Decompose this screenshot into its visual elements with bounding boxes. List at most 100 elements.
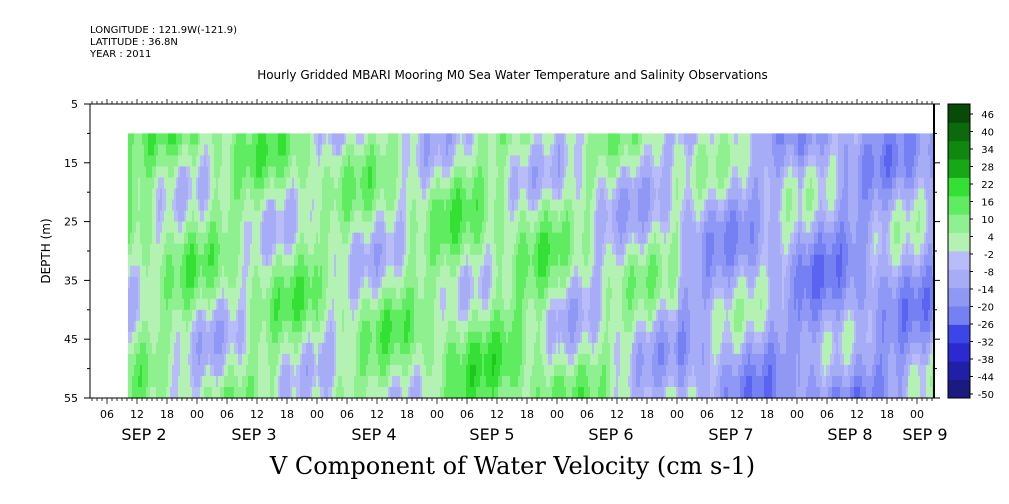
- heatmap-cell: [296, 276, 299, 289]
- heatmap-cell: [496, 221, 499, 234]
- heatmap-cell: [324, 342, 327, 355]
- heatmap-cell: [474, 243, 477, 256]
- heatmap-cell: [212, 276, 215, 289]
- heatmap-cell: [132, 133, 135, 146]
- heatmap-cell: [520, 199, 523, 212]
- heatmap-cell: [206, 221, 209, 234]
- heatmap-cell: [274, 177, 277, 190]
- heatmap-cell: [384, 276, 387, 289]
- heatmap-cell: [254, 199, 257, 212]
- heatmap-cell: [332, 375, 335, 388]
- heatmap-cell: [172, 309, 175, 322]
- heatmap-cell: [402, 188, 405, 201]
- heatmap-cell: [132, 309, 135, 322]
- heatmap-cell: [158, 155, 161, 168]
- heatmap-cell: [170, 144, 173, 157]
- heatmap-cell: [262, 155, 265, 168]
- heatmap-cell: [216, 144, 219, 157]
- heatmap-cell: [168, 166, 171, 179]
- heatmap-cell: [370, 287, 373, 300]
- heatmap-cell: [524, 342, 527, 355]
- heatmap-cell: [152, 331, 155, 344]
- heatmap-cell: [238, 188, 241, 201]
- heatmap-cell: [132, 243, 135, 256]
- heatmap-cell: [498, 331, 501, 344]
- heatmap-cell: [128, 364, 131, 377]
- heatmap-cell: [312, 133, 315, 146]
- heatmap-cell: [152, 155, 155, 168]
- heatmap-cell: [348, 276, 351, 289]
- heatmap-cell: [482, 166, 485, 179]
- heatmap-cell: [488, 133, 491, 146]
- heatmap-cell: [386, 166, 389, 179]
- heatmap-cell: [244, 221, 247, 234]
- heatmap-cell: [502, 221, 505, 234]
- heatmap-cell: [422, 331, 425, 344]
- heatmap-cell: [216, 375, 219, 388]
- heatmap-cell: [384, 320, 387, 333]
- heatmap-cell: [472, 320, 475, 333]
- heatmap-cell: [434, 221, 437, 234]
- heatmap-cell: [136, 342, 139, 355]
- heatmap-cell: [452, 276, 455, 289]
- heatmap-cell: [440, 133, 443, 146]
- heatmap-cell: [448, 364, 451, 377]
- heatmap-cell: [502, 133, 505, 146]
- heatmap-cell: [276, 342, 279, 355]
- heatmap-cell: [358, 375, 361, 388]
- heatmap-cell: [464, 210, 467, 223]
- heatmap-cell: [276, 166, 279, 179]
- heatmap-cell: [412, 232, 415, 245]
- heatmap-cell: [454, 199, 457, 212]
- heatmap-cell: [516, 309, 519, 322]
- heatmap-cell: [166, 199, 169, 212]
- heatmap-cell: [408, 320, 411, 333]
- heatmap-cell: [494, 254, 497, 267]
- heatmap-cell: [292, 265, 295, 278]
- heatmap-cell: [508, 188, 511, 201]
- heatmap-cell: [344, 155, 347, 168]
- heatmap-cell: [374, 188, 377, 201]
- heatmap-cell: [270, 254, 273, 267]
- heatmap-cell: [184, 243, 187, 256]
- longitude-label: LONGITUDE : 121.9W(-121.9): [90, 25, 237, 36]
- heatmap-cell: [462, 298, 465, 311]
- heatmap-cell: [500, 210, 503, 223]
- heatmap-cell: [446, 177, 449, 190]
- heatmap-cell: [508, 144, 511, 157]
- heatmap-cell: [530, 166, 533, 179]
- heatmap-cell: [350, 386, 353, 399]
- heatmap-cell: [282, 144, 285, 157]
- heatmap-cell: [250, 243, 253, 256]
- heatmap-cell: [458, 254, 461, 267]
- heatmap-cell: [318, 375, 321, 388]
- heatmap-cell: [410, 320, 413, 333]
- heatmap-cell: [436, 144, 439, 157]
- heatmap-cell: [276, 265, 279, 278]
- heatmap-cell: [236, 320, 239, 333]
- heatmap-cell: [132, 155, 135, 168]
- heatmap-cell: [474, 386, 477, 399]
- heatmap-cell: [492, 155, 495, 168]
- heatmap-cell: [326, 210, 329, 223]
- heatmap-cell: [190, 232, 193, 245]
- heatmap-cell: [364, 199, 367, 212]
- heatmap-cell: [138, 254, 141, 267]
- heatmap-cell: [218, 331, 221, 344]
- heatmap-cell: [318, 232, 321, 245]
- heatmap-cell: [464, 320, 467, 333]
- heatmap-cell: [138, 133, 141, 146]
- heatmap-cell: [246, 210, 249, 223]
- heatmap-cell: [214, 155, 217, 168]
- heatmap-cell: [424, 309, 427, 322]
- heatmap-cell: [266, 298, 269, 311]
- heatmap-cell: [542, 144, 545, 157]
- heatmap-cell: [326, 254, 329, 267]
- heatmap-cell: [302, 364, 305, 377]
- heatmap-cell: [488, 243, 491, 256]
- heatmap-cell: [500, 166, 503, 179]
- heatmap-cell: [356, 155, 359, 168]
- heatmap-cell: [524, 188, 527, 201]
- heatmap-cell: [522, 221, 525, 234]
- heatmap-cell: [354, 221, 357, 234]
